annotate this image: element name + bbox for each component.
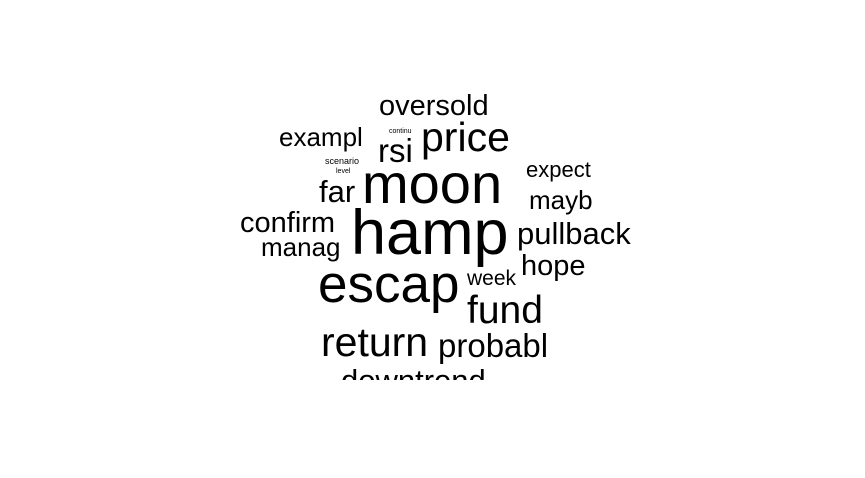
word-escap: escap (318, 255, 460, 314)
word-confirm: confirm (240, 207, 336, 239)
word-downtrend: downtrend (341, 365, 486, 380)
word-hamp: hamp (351, 198, 509, 268)
word-manag: manag (261, 232, 341, 262)
word-level: level (336, 168, 351, 175)
word-cloud-clip-region: oversold exampl continu rsi price scenar… (240, 90, 631, 381)
word-oversold: oversold (379, 90, 489, 122)
word-exampl: exampl (279, 122, 363, 152)
word-mayb: mayb (529, 185, 593, 215)
word-probabl: probabl (438, 327, 549, 364)
word-far: far (319, 174, 356, 209)
word-hope: hope (521, 250, 586, 282)
word-rsi: rsi (378, 132, 413, 169)
word-pullback: pullback (517, 216, 631, 251)
word-week: week (467, 267, 517, 290)
word-scenario: scenario (325, 156, 360, 166)
word-fund: fund (467, 289, 543, 332)
word-return: return (321, 319, 429, 365)
word-price: price (421, 114, 510, 160)
word-expect: expect (526, 157, 591, 182)
word-moon: moon (362, 152, 503, 215)
word-continu: continu (389, 128, 412, 135)
